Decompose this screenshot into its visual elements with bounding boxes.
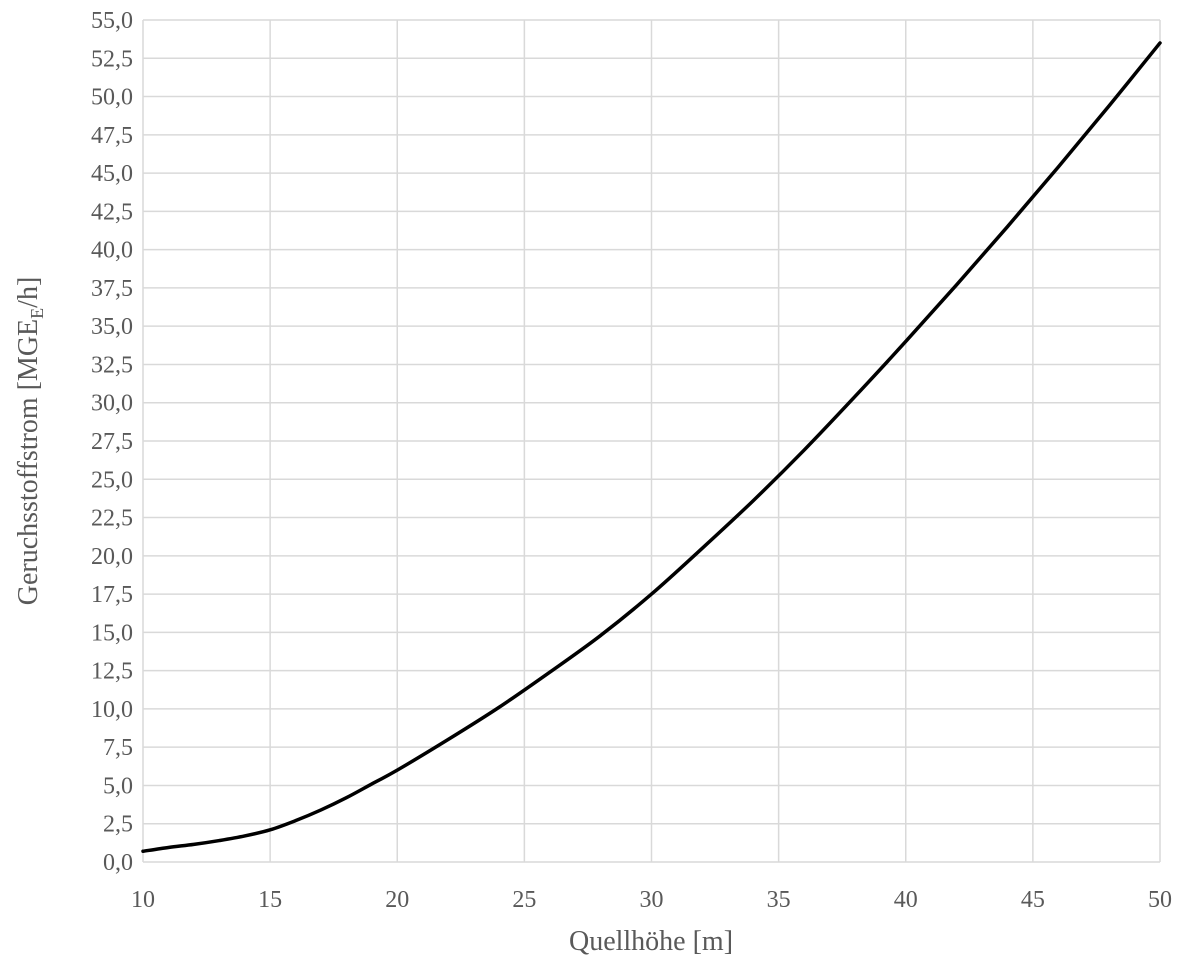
x-tick-label: 20 [385,887,409,913]
y-tick-label: 27,5 [91,429,133,455]
x-axis-ticks: 10 15 20 25 30 35 40 45 50 [131,887,1172,913]
y-tick-label: 40,0 [91,238,133,264]
y-tick-label: 47,5 [91,123,133,149]
x-tick-label: 45 [1021,887,1045,913]
y-tick-label: 52,5 [91,46,133,72]
y-tick-label: 32,5 [91,352,133,378]
y-tick-label: 7,5 [103,735,133,761]
y-tick-label: 50,0 [91,85,133,111]
y-axis-title: Geruchsstoffstrom [MGEE/h] [13,277,47,606]
y-tick-label: 42,5 [91,199,133,225]
x-tick-label: 25 [512,887,536,913]
y-tick-label: 30,0 [91,391,133,417]
grid [142,19,1161,863]
y-axis-title-subscript: E [27,308,47,319]
y-tick-label: 37,5 [91,276,133,302]
y-tick-label: 20,0 [91,544,133,570]
y-tick-label: 10,0 [91,697,133,723]
y-axis-ticks: 0,0 2,5 5,0 7,5 10,0 12,5 15,0 17,5 20,0 22,5 25,0… [91,8,133,876]
x-tick-label: 35 [767,887,791,913]
y-tick-label: 0,0 [103,850,133,876]
series-layer [141,41,1162,854]
y-tick-label: 35,0 [91,314,133,340]
y-tick-label: 22,5 [91,506,133,532]
y-tick-label: 15,0 [91,620,133,646]
y-tick-label: 5,0 [103,773,133,799]
y-axis-title-main: Geruchsstoffstrom [MGE [13,319,44,605]
x-tick-label: 15 [258,887,282,913]
x-tick-label: 10 [131,887,155,913]
series-line [141,41,1162,854]
y-tick-label: 12,5 [91,659,133,685]
y-tick-label: 25,0 [91,467,133,493]
y-tick-label: 45,0 [91,161,133,187]
x-tick-label: 30 [640,887,664,913]
x-tick-label: 40 [894,887,918,913]
y-tick-label: 17,5 [91,582,133,608]
x-tick-label: 50 [1148,887,1172,913]
y-axis-title-suffix: /h] [13,277,44,308]
y-tick-label: 2,5 [103,812,133,838]
y-tick-label: 55,0 [91,8,133,34]
x-axis-title: Quellhöhe [m] [569,926,733,957]
